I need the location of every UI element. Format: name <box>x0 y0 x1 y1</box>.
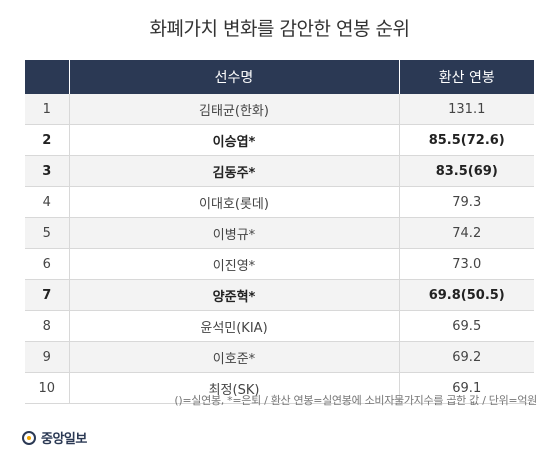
brand-logo: 중앙일보 <box>22 428 87 447</box>
header-rank <box>25 60 70 94</box>
salary-cell: 69.5 <box>399 310 534 342</box>
player-name-cell: 김동주* <box>69 155 400 187</box>
table-row: 4 이대호(롯데) 79.3 <box>25 186 534 218</box>
player-name-cell: 윤석민(KIA) <box>69 310 400 342</box>
table-row: 9 이호준* 69.2 <box>25 341 534 373</box>
table-body: 1 김태균(한화) 131.1 2 이승엽* 85.5(72.6) 3 김동주* 83.5(69… <box>25 94 534 404</box>
rank-cell: 5 <box>25 217 70 249</box>
table-row: 3 김동주* 83.5(69) <box>25 155 534 187</box>
table-row: 8 윤석민(KIA) 69.5 <box>25 310 534 342</box>
player-name-cell: 이진영* <box>69 248 400 280</box>
table-row: 2 이승엽* 85.5(72.6) <box>25 124 534 156</box>
salary-cell: 85.5(72.6) <box>399 124 534 156</box>
salary-cell: 69.2 <box>399 341 534 373</box>
rank-cell: 6 <box>25 248 70 280</box>
table-row: 7 양준혁* 69.8(50.5) <box>25 279 534 311</box>
salary-cell: 79.3 <box>399 186 534 218</box>
table-header-row: 선수명 환산 연봉 <box>25 60 534 94</box>
table-row: 1 김태균(한화) 131.1 <box>25 94 534 125</box>
salary-ranking-table: 선수명 환산 연봉 1 김태균(한화) 131.1 2 이승엽* 85.5(72.6) 3 김… <box>25 60 534 404</box>
logo-text: 중앙일보 <box>41 432 87 447</box>
rank-cell: 1 <box>25 94 70 125</box>
joongang-logo-icon <box>22 430 36 445</box>
player-name-cell: 이승엽* <box>69 124 400 156</box>
salary-cell: 69.1 <box>399 372 534 404</box>
footnote: ()=실연봉, *=은퇴 / 환산 연봉=실연봉에 소비자물가지수를 곱한 값 … <box>174 394 537 407</box>
rank-cell: 9 <box>25 341 70 373</box>
rank-cell: 4 <box>25 186 70 218</box>
salary-cell: 83.5(69) <box>399 155 534 187</box>
salary-cell: 69.8(50.5) <box>399 279 534 311</box>
rank-cell: 7 <box>25 279 70 311</box>
chart-title: 화폐가치 변화를 감안한 연봉 순위 <box>149 18 410 40</box>
player-name-cell: 이호준* <box>69 341 400 373</box>
player-name-cell: 이대호(롯데) <box>69 186 400 218</box>
rank-cell: 3 <box>25 155 70 187</box>
header-converted-salary: 환산 연봉 <box>399 60 534 94</box>
rank-cell: 10 <box>25 372 70 404</box>
rank-cell: 8 <box>25 310 70 342</box>
salary-cell: 131.1 <box>399 94 534 125</box>
header-player-name: 선수명 <box>69 60 400 94</box>
rank-cell: 2 <box>25 124 70 156</box>
player-name-cell: 최정(SK) <box>69 372 400 404</box>
table-row: 10 최정(SK) 69.1 <box>25 372 534 404</box>
player-name-cell: 김태균(한화) <box>69 94 400 125</box>
table-row: 6 이진영* 73.0 <box>25 248 534 280</box>
table-row: 5 이병규* 74.2 <box>25 217 534 249</box>
player-name-cell: 양준혁* <box>69 279 400 311</box>
player-name-cell: 이병규* <box>69 217 400 249</box>
salary-cell: 73.0 <box>399 248 534 280</box>
salary-cell: 74.2 <box>399 217 534 249</box>
